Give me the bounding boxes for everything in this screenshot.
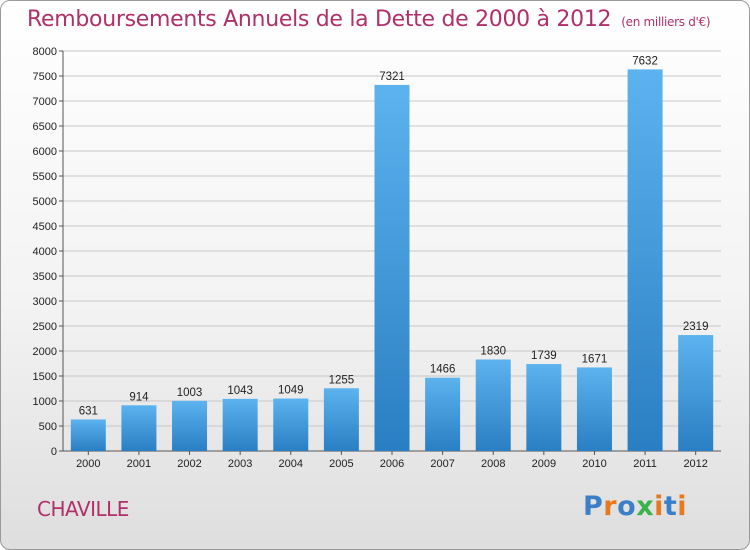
bar-2011 [627,69,663,452]
y-tick-label: 1500 [33,371,57,383]
bar-2006 [374,84,410,451]
value-label: 7321 [379,71,405,83]
x-tick-label: 2008 [481,458,505,470]
value-label: 631 [79,405,98,417]
value-label: 1739 [531,350,557,362]
bar-2008 [475,359,511,451]
y-tick-label: 1000 [33,396,57,408]
y-tick-label: 7000 [33,96,57,108]
y-tick-label: 7500 [33,71,57,83]
logo-letter: x [636,491,655,522]
value-label: 914 [129,391,149,403]
bar-2002 [172,400,208,451]
chart-title-text: Remboursements Annuels de la Dette de 20… [27,7,612,32]
bar-2010 [576,367,612,451]
y-tick-label: 3500 [33,271,57,283]
chart-unit: (en milliers d'€) [621,15,711,29]
y-tick-label: 6500 [33,121,57,133]
bar-2009 [526,364,562,451]
x-tick-label: 2007 [430,458,454,470]
commune-name: CHAVILLE [37,497,129,521]
value-label: 2319 [683,321,709,333]
bar-2004 [273,398,309,451]
y-tick-label: 5500 [33,171,57,183]
y-tick-label: 3000 [33,296,57,308]
y-tick-label: 2500 [33,321,57,333]
y-tick-label: 2000 [33,346,57,358]
value-labels: 631 914 1003 1043 1049 1255 7321 1466 1830 1739 16… [79,55,709,417]
value-label: 1049 [278,385,304,397]
logo-letter: t [663,491,678,522]
value-label: 1671 [582,353,608,365]
x-tick-label: 2005 [329,458,353,470]
bar-2001 [121,405,157,451]
x-tick-label: 2002 [177,458,201,470]
logo-letter: i [654,491,664,522]
value-label: 1043 [227,385,253,397]
y-tick-label: 0 [51,446,57,458]
bar-2012 [678,335,714,451]
value-label: 7632 [632,55,658,67]
value-label: 1003 [177,387,203,399]
x-tick-label: 2000 [76,458,100,470]
bar-2003 [222,398,258,451]
x-tick-label: 2001 [127,458,151,470]
value-label: 1255 [329,374,355,386]
bar-2000 [70,419,106,451]
value-label: 1830 [480,346,506,358]
bar-2005 [323,388,359,451]
y-tick-label: 4500 [33,221,57,233]
y-tick-label: 6000 [33,146,57,158]
axes: 0 500 1000 1500 2000 2500 3000 3500 4000 4500 5000… [33,46,721,470]
logo-letter: o [617,491,637,522]
x-tick-label: 2010 [582,458,606,470]
x-tick-label: 2009 [532,458,556,470]
proxiti-logo: Proxiti [583,491,687,522]
x-tick-label: 2006 [380,458,404,470]
y-tick-label: 500 [39,421,57,433]
bar-2007 [425,377,461,451]
y-tick-label: 5000 [33,196,57,208]
value-label: 1466 [430,364,456,376]
logo-letter: i [677,491,688,522]
logo-letter: P [583,491,604,522]
bars [70,69,714,452]
y-tick-label: 8000 [33,46,57,58]
x-tick-label: 2003 [228,458,252,470]
x-tick-label: 2012 [683,458,707,470]
y-tick-label: 4000 [33,246,57,258]
x-tick-label: 2011 [633,458,657,470]
logo-letter: r [603,491,618,522]
x-tick-label: 2004 [279,458,303,470]
chart-title: Remboursements Annuels de la Dette de 20… [27,7,711,32]
